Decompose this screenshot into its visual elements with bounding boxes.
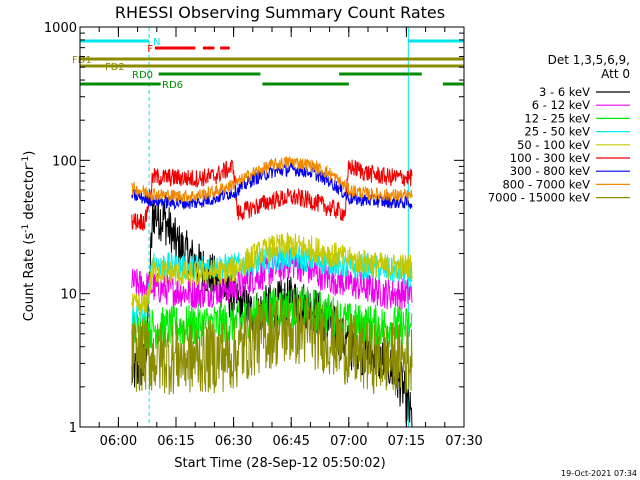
y-tick-label-3: 1000 bbox=[44, 21, 77, 36]
legend-label-1: 6 - 12 keV bbox=[532, 98, 590, 112]
legend-label-7: 800 - 7000 keV bbox=[502, 177, 590, 191]
y-tick-label-2: 100 bbox=[52, 154, 77, 169]
flag-label-f: F bbox=[147, 44, 153, 55]
timestamp: 19-Oct-2021 07:34 bbox=[561, 469, 637, 478]
x-tick-label-5: 07:15 bbox=[388, 434, 425, 449]
series-line-8 bbox=[131, 294, 413, 396]
y-tick-label-1: 10 bbox=[60, 288, 77, 303]
x-tick-label-4: 07:00 bbox=[330, 434, 367, 449]
x-tick-label-1: 06:15 bbox=[157, 434, 194, 449]
flag-label-rd0: RD0 bbox=[132, 70, 153, 81]
y-axis-label-end: ) bbox=[22, 151, 37, 156]
legend-label-4: 50 - 100 keV bbox=[517, 138, 590, 152]
legend-label-0: 3 - 6 keV bbox=[539, 85, 590, 99]
flag-label-fd2: FD2 bbox=[105, 62, 125, 73]
chart-title: RHESSI Observing Summary Count Rates bbox=[115, 3, 445, 22]
legend-label-3: 25 - 50 keV bbox=[524, 125, 590, 139]
x-tick-label-6: 07:30 bbox=[445, 434, 482, 449]
axes: 1 10 100 1000 06:00 06:15 06:30 06:45 07:00 07:15… bbox=[44, 21, 483, 449]
x-tick-label-2: 06:30 bbox=[215, 434, 252, 449]
plot-area: NF FD1 FD2 RD0 RD6 bbox=[72, 27, 464, 427]
series-line-1 bbox=[131, 248, 413, 310]
flag-label-n: N bbox=[153, 37, 160, 48]
flag-label-rd6: RD6 bbox=[162, 80, 183, 91]
legend-header-1: Det 1,3,5,6,9, bbox=[548, 53, 630, 67]
series-line-4 bbox=[131, 232, 413, 320]
x-axis-label: Start Time (28-Sep-12 05:50:02) bbox=[174, 456, 385, 471]
legend-label-5: 100 - 300 keV bbox=[510, 151, 590, 165]
plot-content bbox=[80, 27, 464, 427]
y-axis-label-sup1: -1 bbox=[21, 224, 31, 233]
svg-text:Count Rate (s-1 detector-1): Count Rate (s-1 detector-1) bbox=[21, 151, 37, 322]
legend-label-8: 7000 - 15000 keV bbox=[488, 191, 590, 205]
x-tick-label-3: 06:45 bbox=[272, 434, 309, 449]
series-line-7 bbox=[131, 156, 413, 204]
flag-label-fd1: FD1 bbox=[72, 55, 92, 66]
legend-header-2: Att 0 bbox=[601, 67, 630, 81]
legend-label-2: 12 - 25 keV bbox=[524, 111, 590, 125]
series-line-5 bbox=[131, 159, 413, 232]
y-axis-label: Count Rate (s-1 detector-1) bbox=[21, 151, 37, 322]
y-axis-label-sup2: -1 bbox=[21, 156, 31, 165]
series-line-6 bbox=[131, 162, 413, 211]
y-axis-label-mid: detector bbox=[22, 164, 37, 224]
y-tick-label-0: 1 bbox=[69, 421, 77, 436]
y-axis-label-main: Count Rate (s bbox=[22, 233, 37, 322]
x-tick-label-0: 06:00 bbox=[100, 434, 137, 449]
legend-label-6: 300 - 800 keV bbox=[510, 164, 590, 178]
